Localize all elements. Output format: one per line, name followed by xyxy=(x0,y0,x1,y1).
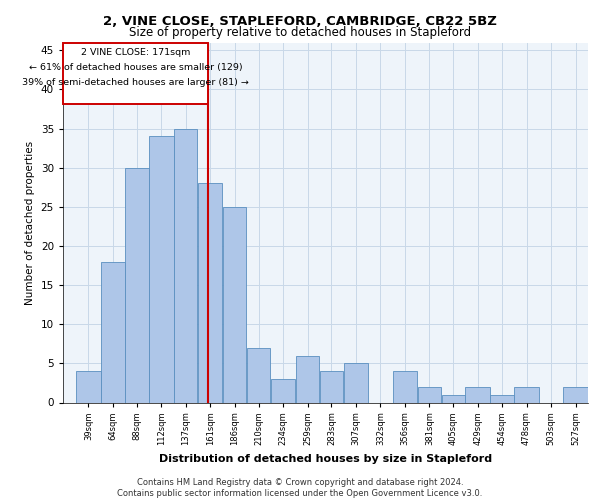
Text: 39% of semi-detached houses are larger (81) →: 39% of semi-detached houses are larger (… xyxy=(22,78,249,86)
Bar xyxy=(149,136,173,402)
Text: 2 VINE CLOSE: 171sqm: 2 VINE CLOSE: 171sqm xyxy=(81,48,190,57)
Bar xyxy=(418,387,441,402)
Bar xyxy=(296,356,319,403)
Bar xyxy=(563,387,588,402)
Bar xyxy=(392,371,417,402)
Bar xyxy=(442,394,465,402)
Text: ← 61% of detached houses are smaller (129): ← 61% of detached houses are smaller (12… xyxy=(29,63,242,72)
Bar xyxy=(344,364,368,403)
Bar xyxy=(125,168,149,402)
Bar xyxy=(271,379,295,402)
Text: Size of property relative to detached houses in Stapleford: Size of property relative to detached ho… xyxy=(129,26,471,39)
Y-axis label: Number of detached properties: Number of detached properties xyxy=(25,140,35,304)
Bar xyxy=(247,348,271,403)
Bar xyxy=(320,371,343,402)
Bar xyxy=(466,387,490,402)
Text: 2, VINE CLOSE, STAPLEFORD, CAMBRIDGE, CB22 5BZ: 2, VINE CLOSE, STAPLEFORD, CAMBRIDGE, CB… xyxy=(103,15,497,28)
Bar xyxy=(101,262,125,402)
Bar xyxy=(514,387,539,402)
X-axis label: Distribution of detached houses by size in Stapleford: Distribution of detached houses by size … xyxy=(159,454,492,464)
Bar xyxy=(76,371,101,402)
FancyBboxPatch shape xyxy=(64,42,208,104)
Bar xyxy=(223,207,247,402)
Bar xyxy=(174,128,197,402)
Text: Contains HM Land Registry data © Crown copyright and database right 2024.
Contai: Contains HM Land Registry data © Crown c… xyxy=(118,478,482,498)
Bar xyxy=(198,184,223,402)
Bar xyxy=(490,394,514,402)
